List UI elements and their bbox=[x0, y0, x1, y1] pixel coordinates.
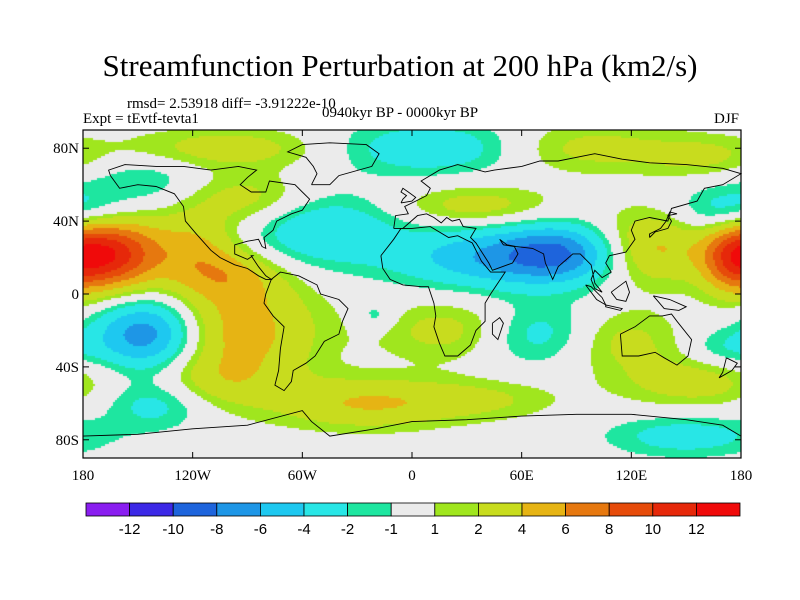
colorbar-swatch bbox=[259, 502, 305, 517]
colorbar-label: 12 bbox=[688, 521, 705, 538]
x-tick-label: 120E bbox=[615, 468, 647, 484]
y-tick-label: 80S bbox=[56, 433, 79, 449]
colorbar-label: 10 bbox=[644, 521, 661, 538]
colorbar-label: -12 bbox=[119, 521, 141, 538]
coastline-segment bbox=[393, 153, 743, 293]
coastline-segment bbox=[82, 410, 742, 437]
colorbar-swatch bbox=[85, 502, 130, 517]
colorbar-label: -6 bbox=[254, 521, 267, 538]
coastline-segment bbox=[652, 295, 688, 311]
coastline-segment bbox=[610, 280, 630, 302]
y-tick-label: 40N bbox=[53, 214, 79, 230]
colorbar-label: 8 bbox=[605, 521, 613, 538]
x-tick-label: 120W bbox=[174, 468, 212, 484]
colorbar-label: -8 bbox=[210, 521, 223, 538]
coastlines bbox=[82, 142, 743, 437]
y-tick-label: 40S bbox=[56, 360, 79, 376]
y-axis: 80N 40N 0 40S 80S bbox=[53, 141, 741, 449]
colorbar-swatch bbox=[696, 502, 741, 517]
colorbar-swatch bbox=[390, 502, 436, 517]
coastline-segment bbox=[108, 164, 311, 280]
colorbar-swatch bbox=[172, 502, 218, 517]
period-label: 0940kyr BP - 0000kyr BP bbox=[322, 105, 479, 121]
colorbar: -12 -10 -8 -6 -4 -2 -1 1 2 4 6 8 10 12 bbox=[85, 502, 741, 538]
x-tick-label: 180 bbox=[730, 468, 753, 484]
colorbar-label: -2 bbox=[341, 521, 354, 538]
colorbar-swatch bbox=[608, 502, 654, 517]
stats-label: rmsd= 2.53918 diff= -3.91222e-10 bbox=[127, 96, 336, 112]
x-tick-label: 60E bbox=[510, 468, 534, 484]
coastline-segment bbox=[263, 271, 349, 392]
colorbar-label: 1 bbox=[431, 521, 439, 538]
coastline-segment bbox=[400, 187, 417, 204]
y-tick-label: 0 bbox=[72, 287, 80, 303]
x-axis: 180 120W 60W 0 60E 120E 180 bbox=[72, 130, 753, 484]
colorbar-label: 6 bbox=[561, 521, 569, 538]
coastline-segment bbox=[649, 211, 678, 238]
colorbar-swatch bbox=[565, 502, 610, 517]
colorbar-label: -1 bbox=[385, 521, 398, 538]
colorbar-swatch bbox=[477, 502, 523, 517]
colorbar-swatch bbox=[652, 502, 697, 517]
experiment-label: Expt = tEvtf-tevta1 bbox=[83, 111, 199, 127]
coastline-segment bbox=[619, 313, 693, 366]
colorbar-swatch bbox=[347, 502, 392, 517]
colorbar-label: -10 bbox=[162, 521, 184, 538]
colorbar-label: -4 bbox=[297, 521, 310, 538]
colorbar-swatch bbox=[129, 502, 174, 517]
colorbar-swatch bbox=[521, 502, 566, 517]
x-tick-label: 0 bbox=[408, 468, 416, 484]
colorbar-label: 4 bbox=[518, 521, 526, 538]
colorbar-swatch bbox=[216, 502, 261, 517]
chart-title: Streamfunction Perturbation at 200 hPa (… bbox=[102, 48, 698, 83]
y-tick-label: 80N bbox=[53, 141, 79, 157]
colorbar-swatch bbox=[434, 502, 479, 517]
colorbar-swatch bbox=[303, 502, 348, 517]
contour-raster bbox=[83, 130, 741, 458]
contour-field bbox=[83, 130, 741, 458]
coastline-segment bbox=[605, 304, 624, 311]
coastline-segment bbox=[718, 357, 738, 379]
coastline-segment bbox=[286, 142, 380, 186]
x-tick-label: 180 bbox=[72, 468, 95, 484]
colorbar-label: 2 bbox=[474, 521, 482, 538]
coastline-segment bbox=[380, 226, 507, 357]
coastline-segment bbox=[491, 317, 504, 341]
season-label: DJF bbox=[714, 111, 740, 127]
x-tick-label: 60W bbox=[288, 468, 318, 484]
coastline-segment bbox=[585, 284, 607, 307]
